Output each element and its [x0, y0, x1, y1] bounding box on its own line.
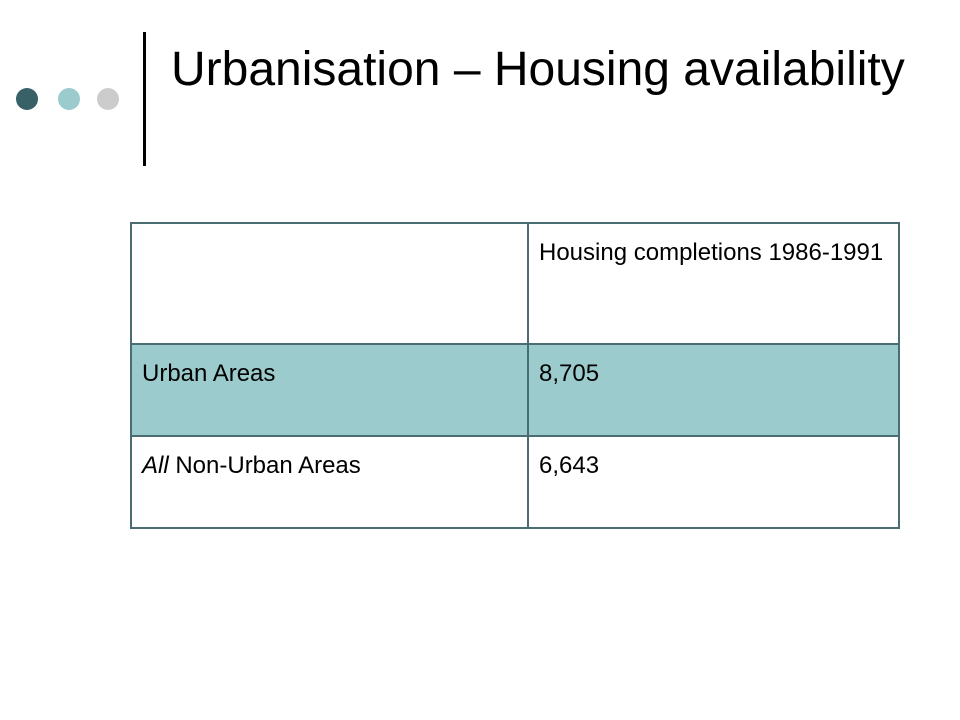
table-header-row: Housing completions 1986-1991 [130, 222, 900, 345]
title-divider [143, 32, 146, 166]
decorative-dot-light [58, 88, 80, 110]
row-label: Non-Urban Areas [168, 452, 361, 479]
row-value-cell: 8,705 [527, 343, 900, 437]
table-row: Urban Areas 8,705 [130, 343, 900, 437]
decorative-dot-dark [16, 88, 38, 110]
header-cell-housing-completions: Housing completions 1986-1991 [527, 222, 900, 345]
housing-table: Housing completions 1986-1991 Urban Area… [130, 222, 900, 529]
row-label-italic: All [142, 452, 169, 479]
row-label-cell: All Non-Urban Areas [130, 435, 529, 529]
row-label: Urban Areas [142, 360, 276, 387]
row-value-cell: 6,643 [527, 435, 900, 529]
row-label-cell: Urban Areas [130, 343, 529, 437]
header-cell-empty [130, 222, 529, 345]
table-row: All Non-Urban Areas 6,643 [130, 435, 900, 529]
decorative-dot-grey [97, 88, 119, 110]
slide-title: Urbanisation – Housing availability [171, 43, 905, 96]
